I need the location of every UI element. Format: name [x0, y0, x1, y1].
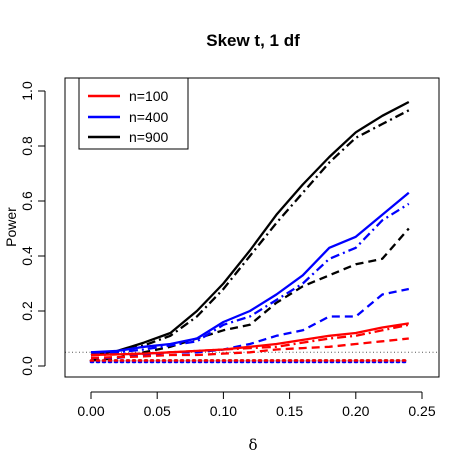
series-line-n400-solid — [90, 191, 410, 354]
series-line-n100-dashed — [90, 337, 409, 359]
plot-frame — [64, 77, 440, 378]
y-tick-label: 0.0 — [19, 356, 35, 376]
legend-label: n=900 — [129, 129, 169, 145]
x-tick-label: 0.15 — [276, 403, 303, 419]
x-tick-label: 0.25 — [408, 403, 435, 419]
legend-entry-n400: n=400 — [88, 109, 169, 125]
x-tick-label: 0.10 — [210, 403, 237, 419]
legend-entry-n100: n=100 — [88, 88, 169, 104]
plot-area — [65, 100, 439, 364]
series-line-n100-solid — [90, 322, 409, 357]
series-line-n400-dashed — [91, 287, 410, 359]
chart-title: Skew t, 1 df — [206, 31, 300, 50]
legend-label: n=400 — [129, 109, 169, 125]
x-tick-label: 0.05 — [144, 403, 171, 419]
legend: n=100 n=400 n=900 — [78, 77, 189, 150]
series-line-n900-dashed — [90, 227, 410, 362]
series-line-n900-solid — [90, 100, 410, 357]
legend-entry-n900: n=900 — [88, 129, 169, 145]
x-tick-label: 0.00 — [77, 403, 104, 419]
y-tick-label: 0.8 — [19, 136, 35, 156]
x-tick-label: 0.20 — [342, 403, 369, 419]
y-tick-label: 0.4 — [19, 246, 35, 266]
y-tick-label: 0.6 — [19, 191, 35, 211]
legend-label: n=100 — [129, 88, 169, 104]
x-axis-label: δ — [248, 436, 257, 454]
y-tick-label: 0.2 — [19, 301, 35, 321]
y-tick-label: 1.0 — [19, 81, 35, 101]
y-axis-label: Power — [3, 207, 19, 247]
series-line-n100-dashdot — [90, 323, 410, 357]
series-line-n400-dashdot — [91, 202, 410, 354]
series-line-n900-dashdot — [90, 109, 410, 357]
